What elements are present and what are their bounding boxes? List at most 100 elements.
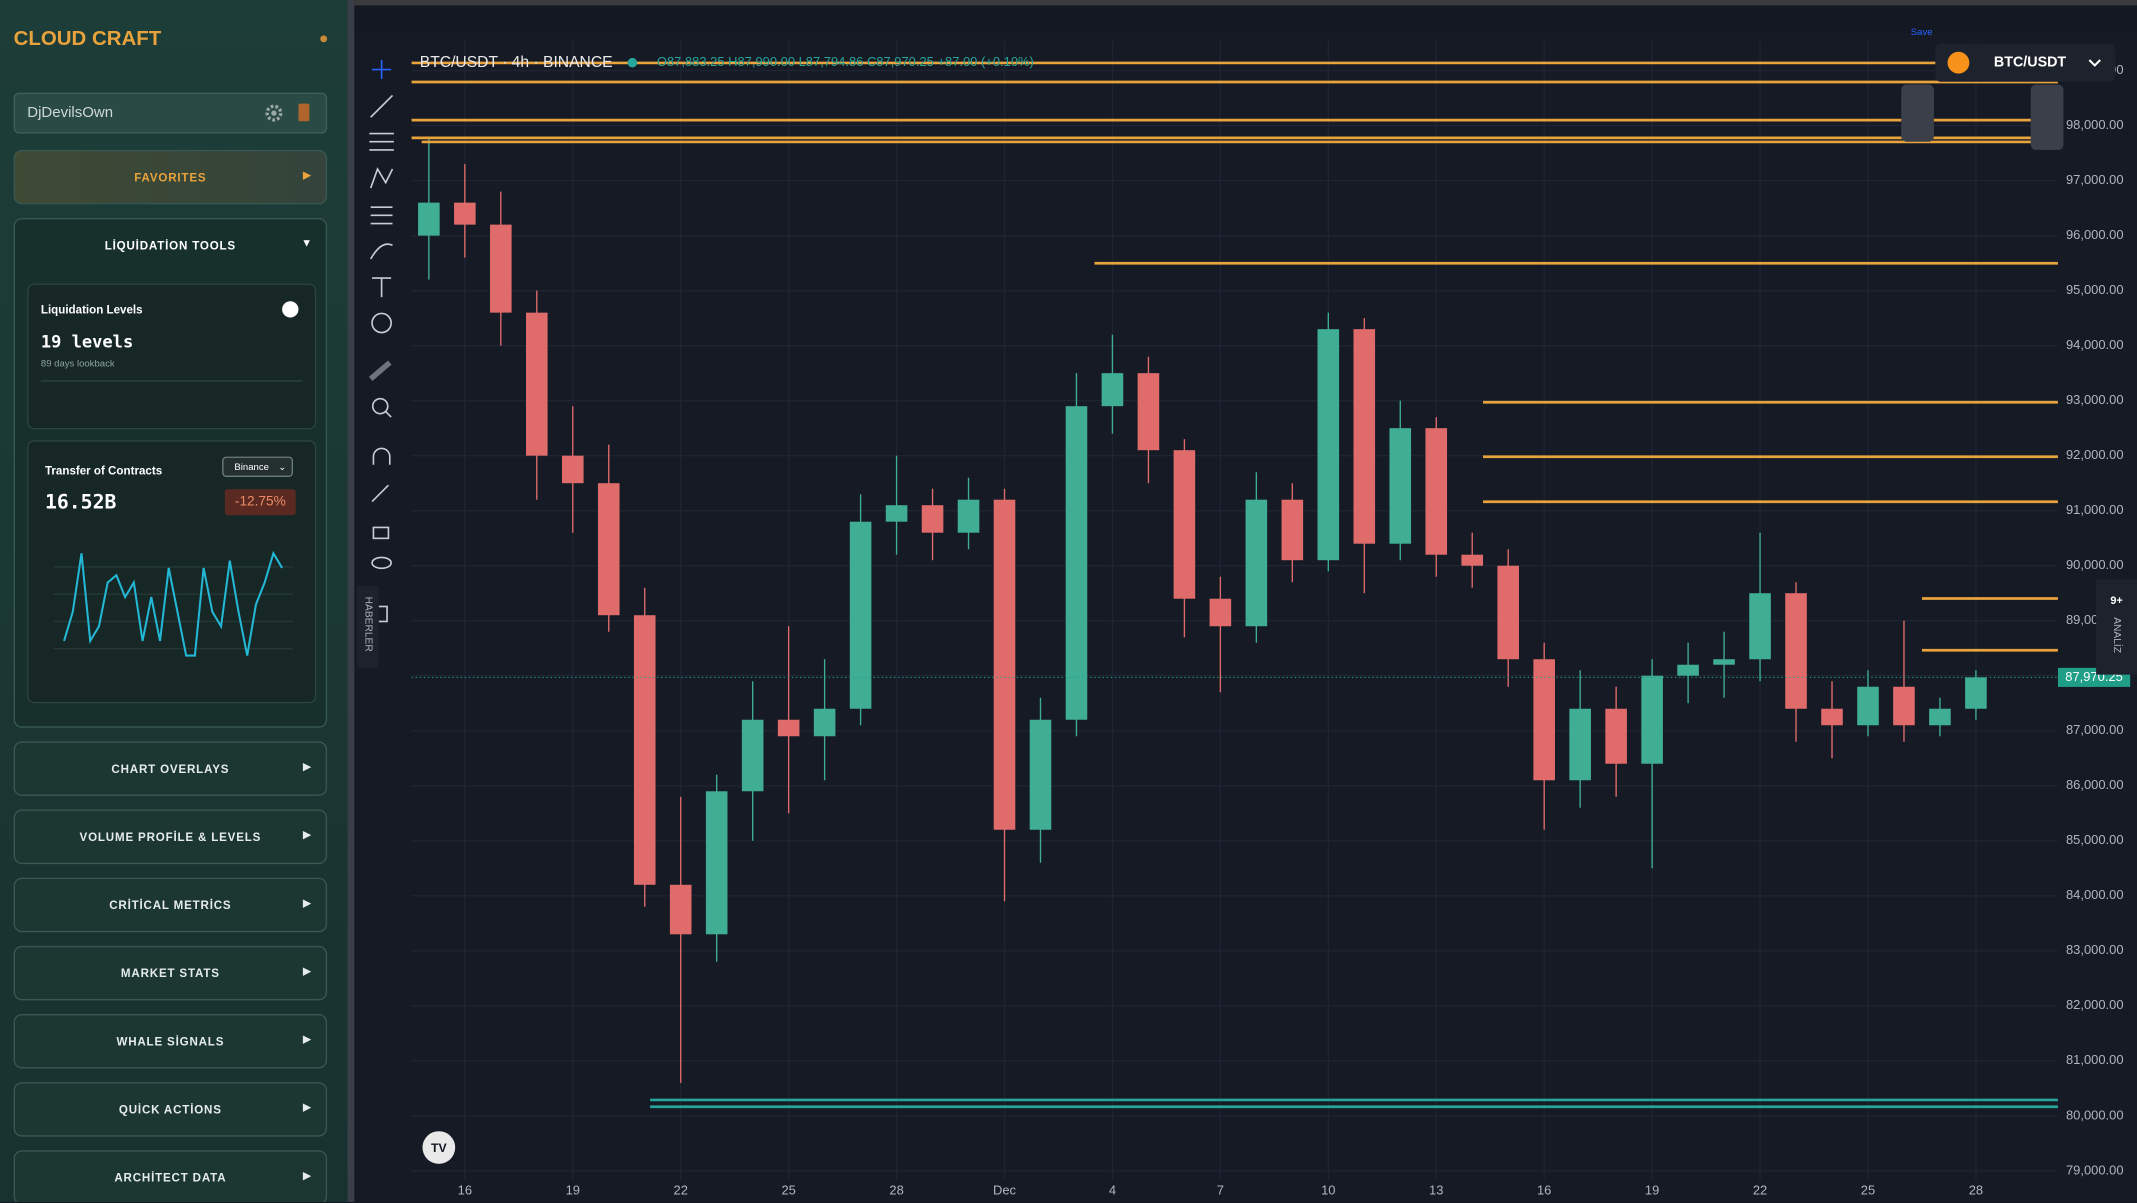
candle-body: [1353, 329, 1376, 544]
user-box[interactable]: DjDevilsOwn: [13, 92, 328, 134]
exchange-select[interactable]: Binance ⌄: [222, 456, 294, 478]
candle-body: [1281, 499, 1304, 561]
symbol: BTC/USDT: [1994, 54, 2067, 70]
liquidation-card: LİQUİDATİON TOOLS ▼ Liquidation Levels 1…: [13, 218, 328, 728]
candle-body: [1569, 708, 1591, 781]
sidebar: CLOUD CRAFT DjDevilsOwn FAVORITES ▶ LİQUİ…: [0, 0, 348, 1203]
symbol-caret[interactable]: [2088, 59, 2101, 67]
scale-control[interactable]: [2030, 84, 2064, 150]
caret: ⌄: [278, 463, 287, 473]
chart: 79,000.00 80,000.00 81,000.00 82,000.00 83,0…: [354, 0, 2137, 1203]
candle-body: [1749, 593, 1771, 660]
divider: [40, 380, 303, 382]
cross-tool[interactable]: [372, 59, 392, 80]
pattern-tool[interactable]: [369, 167, 394, 189]
candle-body: [1461, 554, 1484, 566]
section-button[interactable]: MARKET STATS ▶: [13, 945, 328, 1001]
transfer-change: -12.75%: [224, 489, 296, 516]
x-tick-label: 16: [458, 1183, 472, 1198]
y-tick-label: 97,000.00: [2066, 172, 2124, 187]
candle-body: [1965, 677, 1987, 709]
y-tick-label: 82,000.00: [2066, 997, 2124, 1012]
zoom-handle: [385, 411, 392, 418]
label: WHALE SİGNALS: [116, 1034, 225, 1049]
fib-tool[interactable]: [369, 132, 394, 151]
candle-body: [1533, 659, 1555, 781]
panel-title: Liquidation Levels: [40, 302, 143, 317]
analysis-tab[interactable]: [2096, 579, 2137, 675]
zoom-tool[interactable]: [371, 397, 389, 415]
x-tick-label: 19: [566, 1183, 580, 1198]
news-tab-label: HABERLER: [362, 597, 373, 652]
badge: 9+: [2110, 595, 2122, 607]
candles: [418, 136, 1987, 1083]
section-button[interactable]: CHART OVERLAYS ▶: [13, 741, 328, 796]
candle-body: [526, 312, 548, 456]
tv-logo[interactable]: [422, 1131, 456, 1164]
candle-body: [490, 224, 512, 313]
candle-body: [669, 884, 692, 935]
arrow: ▶: [302, 896, 313, 910]
candle-body: [1209, 598, 1232, 627]
projection-tool[interactable]: [370, 206, 393, 225]
spark-line: [63, 550, 283, 657]
candle-body: [705, 791, 728, 935]
transfer-value: 16.52B: [44, 491, 117, 514]
btc-icon: [1947, 51, 1970, 74]
symbol-box[interactable]: [1935, 43, 2116, 82]
x-tick-label: 28: [1969, 1183, 1983, 1198]
x-tick-label: 25: [781, 1183, 795, 1198]
y-tick-label: 94,000.00: [2066, 337, 2124, 352]
candle-body: [1677, 664, 1699, 676]
top-bar: [354, 5, 2137, 33]
ruler-tool[interactable]: [368, 360, 392, 381]
arrow: ▶: [302, 168, 313, 182]
section-button[interactable]: QUİCK ACTİONS ▶: [13, 1082, 328, 1137]
candle-body: [1857, 686, 1879, 726]
section-button[interactable]: CRİTİCAL METRİCS ▶: [13, 877, 328, 933]
y-tick-label: 81,000.00: [2066, 1052, 2124, 1067]
toggle[interactable]: [282, 301, 299, 318]
eye-tool[interactable]: [371, 556, 392, 570]
candle-body: [418, 202, 440, 236]
candle-body: [1317, 329, 1340, 561]
favorites-button[interactable]: FAVORITES ▶: [13, 149, 328, 205]
brand: CLOUD CRAFT: [13, 27, 162, 51]
candle-body: [1065, 406, 1088, 720]
candle-body: [1605, 708, 1627, 764]
lock-draw-tool[interactable]: [371, 484, 389, 503]
save-link[interactable]: Save: [1911, 27, 1933, 38]
x-tick-label: 19: [1645, 1183, 1659, 1198]
label: CRİTİCAL METRİCS: [109, 898, 232, 912]
delete-icon[interactable]: [298, 103, 310, 122]
brush-tool[interactable]: [369, 243, 393, 260]
news-tab[interactable]: [357, 586, 379, 668]
settings-icon[interactable]: [263, 102, 285, 124]
analysis-tab-label: ANALİZ: [2111, 617, 2124, 653]
status-dot: [320, 35, 328, 43]
x-tick-label: 16: [1537, 1183, 1551, 1198]
scrollbar[interactable]: [347, 0, 355, 1203]
candle-body: [1497, 565, 1519, 660]
candle-body: [1713, 659, 1735, 665]
y-tick-label: 83,000.00: [2066, 942, 2124, 957]
line-tool[interactable]: [370, 94, 394, 118]
y-tick-label: 96,000.00: [2066, 227, 2124, 242]
candle-body: [993, 499, 1016, 830]
section-button[interactable]: ARCHİTECT DATA ▶: [13, 1150, 328, 1203]
card-title[interactable]: LİQUİDATİON TOOLS: [104, 238, 236, 253]
magnet-tool[interactable]: [372, 447, 391, 465]
section-button[interactable]: VOLUME PROFİLE & LEVELS ▶: [13, 809, 328, 865]
emoji-tool[interactable]: [371, 312, 392, 334]
x-tick-label: 7: [1217, 1183, 1224, 1198]
candle-body: [1389, 428, 1412, 544]
live-dot: [627, 57, 638, 68]
lock-tool[interactable]: [372, 526, 390, 540]
candle-body: [1425, 428, 1448, 555]
text-tool[interactable]: [372, 277, 392, 298]
scale-control[interactable]: [1901, 84, 1934, 142]
section-button[interactable]: WHALE SİGNALS ▶: [13, 1013, 328, 1069]
